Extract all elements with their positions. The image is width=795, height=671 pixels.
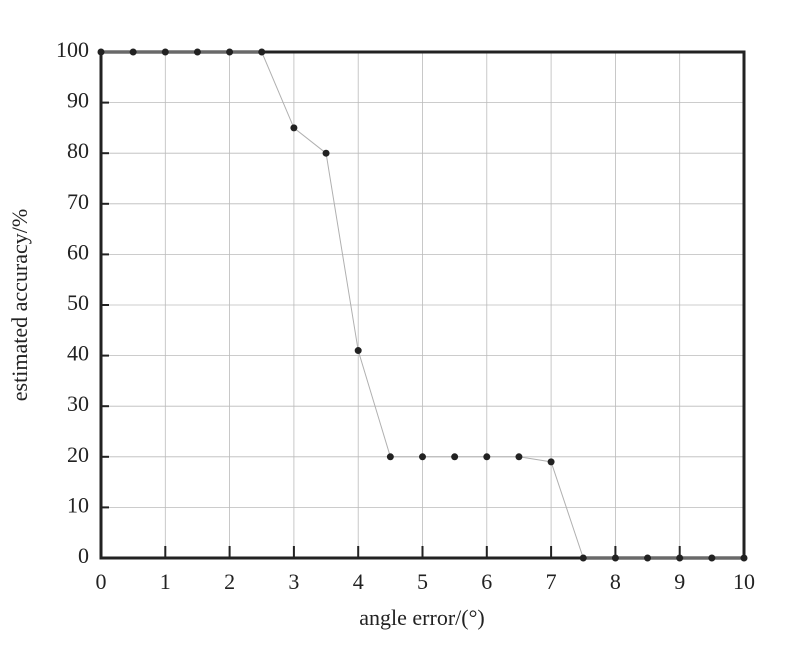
data-point — [354, 347, 362, 355]
data-point — [451, 453, 459, 461]
data-point — [129, 48, 137, 56]
x-tick-label: 3 — [288, 569, 299, 594]
data-point — [97, 48, 105, 56]
y-tick-label: 90 — [67, 88, 89, 113]
y-axis-label: estimated accuracy/% — [7, 209, 32, 401]
data-point — [322, 149, 330, 157]
data-point — [226, 48, 234, 56]
y-tick-label: 70 — [67, 189, 89, 214]
data-point — [161, 48, 169, 56]
y-tick-label: 100 — [56, 37, 89, 62]
data-point — [419, 453, 426, 461]
x-tick-label: 9 — [674, 569, 685, 594]
y-tick-label: 20 — [67, 442, 89, 467]
y-tick-label: 80 — [67, 138, 89, 163]
data-point — [386, 453, 394, 461]
y-tick-label: 60 — [67, 239, 89, 264]
x-axis-label: angle error/(°) — [359, 605, 484, 630]
y-tick-label: 30 — [67, 391, 89, 416]
data-point — [676, 554, 684, 562]
data-point — [290, 124, 298, 132]
data-point — [708, 554, 716, 562]
y-tick-label: 50 — [67, 290, 89, 315]
x-tick-label: 2 — [224, 569, 235, 594]
data-point — [611, 554, 619, 562]
x-tick-label: 5 — [417, 569, 428, 594]
data-point — [193, 48, 201, 56]
data-point — [547, 458, 555, 466]
data-point — [579, 554, 587, 562]
x-tick-label: 10 — [733, 569, 755, 594]
data-point — [515, 453, 523, 461]
x-tick-label: 0 — [96, 569, 107, 594]
x-tick-label: 7 — [546, 569, 557, 594]
data-point — [740, 554, 748, 562]
data-point — [483, 453, 491, 461]
data-point — [644, 554, 652, 562]
plot-frame — [99, 50, 746, 560]
y-tick-label: 10 — [67, 492, 89, 517]
x-tick-label: 4 — [353, 569, 364, 594]
data-point — [258, 48, 266, 56]
x-tick-label: 8 — [610, 569, 621, 594]
x-tick-label: 1 — [160, 569, 171, 594]
y-tick-label: 40 — [67, 341, 89, 366]
x-tick-label: 6 — [481, 569, 492, 594]
y-tick-label: 0 — [78, 543, 89, 568]
